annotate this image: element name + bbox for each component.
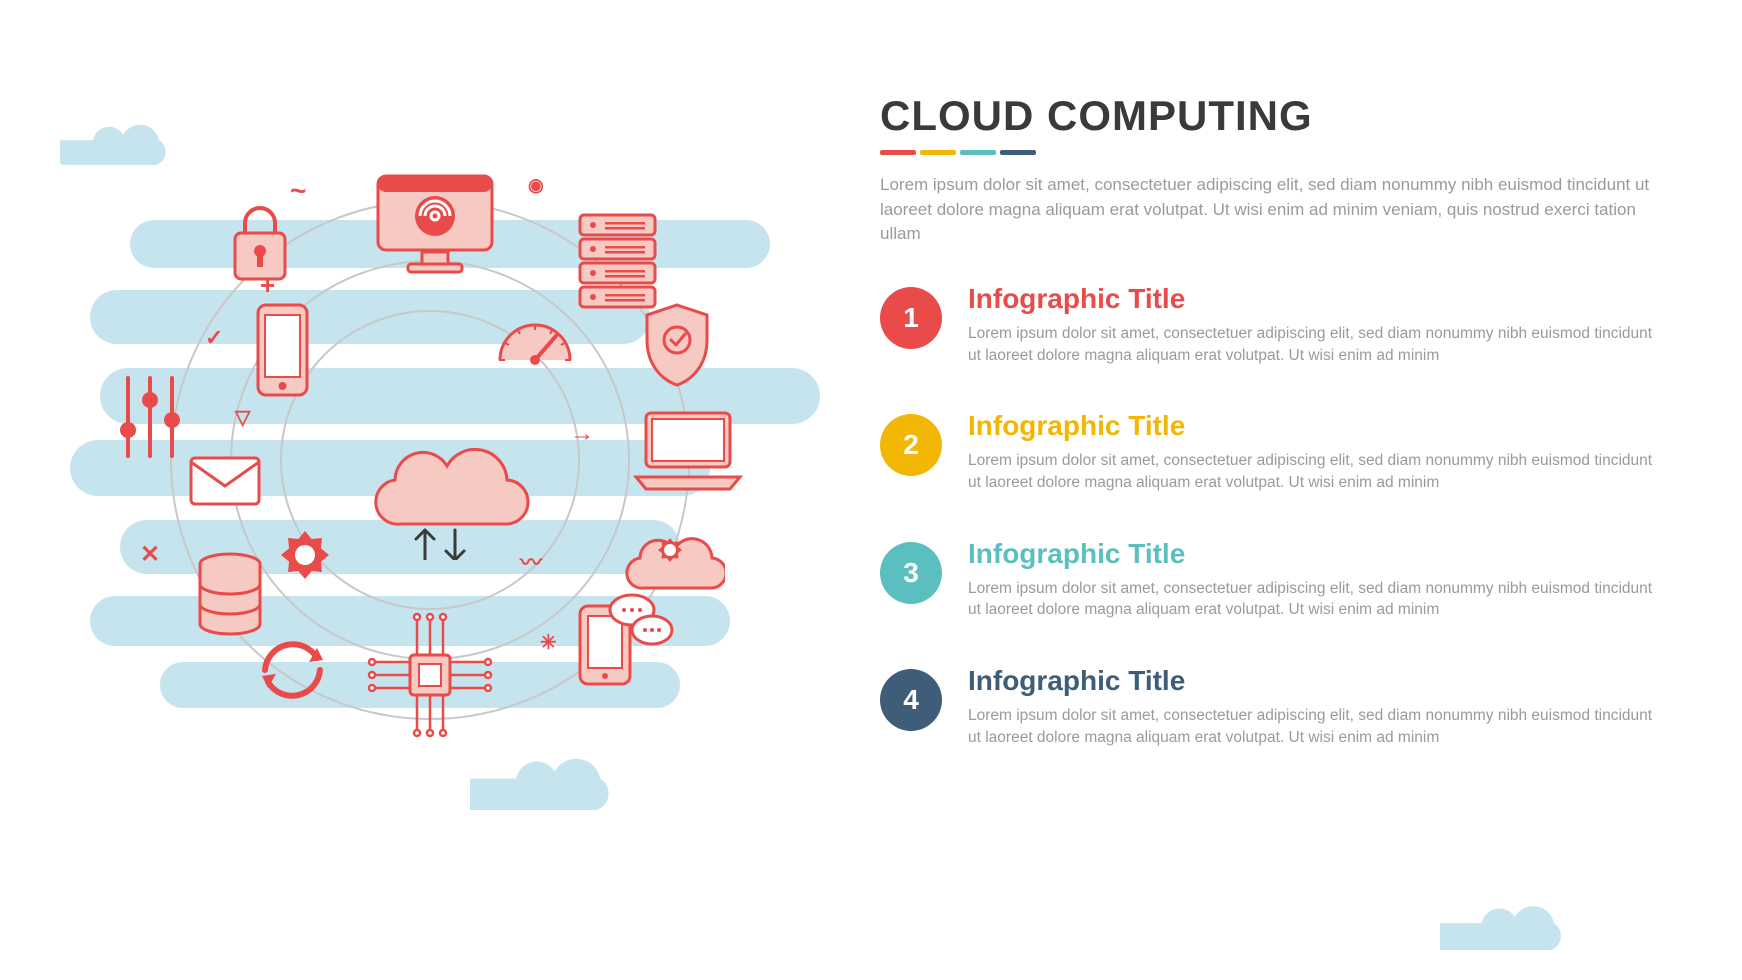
- item-text: Infographic Title Lorem ipsum dolor sit a…: [968, 283, 1660, 366]
- decor-mark: ✓: [205, 325, 223, 351]
- decor-mark: ~: [290, 175, 306, 207]
- laptop-icon: [628, 405, 748, 495]
- decor-mark: +: [260, 270, 275, 301]
- monitor-icon: [370, 170, 500, 280]
- sliders-icon: [110, 370, 190, 465]
- infographic-item: 4 Infographic Title Lorem ipsum dolor sit …: [880, 665, 1660, 748]
- item-text: Infographic Title Lorem ipsum dolor sit a…: [968, 665, 1660, 748]
- underline-segment: [1000, 150, 1036, 155]
- decor-mark: ✕: [140, 540, 160, 569]
- gauge-icon: [490, 300, 580, 370]
- item-number-badge: 1: [880, 287, 942, 349]
- item-text: Infographic Title Lorem ipsum dolor sit a…: [968, 410, 1660, 493]
- cloud-sync-icon: [340, 410, 540, 560]
- item-body: Lorem ipsum dolor sit amet, consectetuer…: [968, 450, 1660, 493]
- chip-icon: [355, 600, 505, 750]
- underline-segment: [960, 150, 996, 155]
- illustration-panel: ~ ◉ + ✓ ▽ → ✕ 〰 ✳: [0, 0, 880, 980]
- database-icon: [190, 550, 270, 645]
- item-title: Infographic Title: [968, 665, 1660, 697]
- decor-mark: →: [570, 420, 594, 448]
- decor-mark: ◉: [528, 175, 544, 196]
- bg-cloud-shape: [60, 110, 210, 165]
- decor-mark: ▽: [235, 405, 250, 430]
- item-number-badge: 2: [880, 414, 942, 476]
- infographic-item-list: 1 Infographic Title Lorem ipsum dolor sit …: [880, 283, 1660, 749]
- phone-chat-icon: [570, 588, 675, 688]
- item-title: Infographic Title: [968, 410, 1660, 442]
- text-panel: CLOUD COMPUTING Lorem ipsum dolor sit am…: [880, 92, 1660, 748]
- item-body: Lorem ipsum dolor sit amet, consectetuer…: [968, 323, 1660, 366]
- gear-icon: [270, 520, 340, 590]
- intro-paragraph: Lorem ipsum dolor sit amet, consectetuer…: [880, 173, 1660, 247]
- infographic-item: 3 Infographic Title Lorem ipsum dolor sit …: [880, 538, 1660, 621]
- infographic-item: 2 Infographic Title Lorem ipsum dolor sit …: [880, 410, 1660, 493]
- item-title: Infographic Title: [968, 283, 1660, 315]
- item-number-badge: 3: [880, 542, 942, 604]
- infographic-item: 1 Infographic Title Lorem ipsum dolor sit …: [880, 283, 1660, 366]
- infographic-canvas: ~ ◉ + ✓ ▽ → ✕ 〰 ✳ CLOUD COMPUTING Lorem ipsum do…: [0, 0, 1742, 980]
- bg-cloud-shape: [470, 740, 680, 810]
- phone-icon: [250, 300, 315, 400]
- bg-cloud-shape: [1440, 890, 1630, 950]
- mail-icon: [185, 450, 265, 510]
- decor-mark: ✳: [540, 630, 557, 655]
- item-body: Lorem ipsum dolor sit amet, consectetuer…: [968, 705, 1660, 748]
- item-body: Lorem ipsum dolor sit amet, consectetuer…: [968, 578, 1660, 621]
- underline-segment: [880, 150, 916, 155]
- title-underline: [880, 150, 1660, 155]
- decor-mark: 〰: [520, 545, 542, 577]
- cloud-gear-icon: [610, 520, 725, 595]
- shield-icon: [640, 300, 715, 390]
- item-number-badge: 4: [880, 669, 942, 731]
- page-title: CLOUD COMPUTING: [880, 92, 1660, 140]
- item-text: Infographic Title Lorem ipsum dolor sit a…: [968, 538, 1660, 621]
- underline-segment: [920, 150, 956, 155]
- item-title: Infographic Title: [968, 538, 1660, 570]
